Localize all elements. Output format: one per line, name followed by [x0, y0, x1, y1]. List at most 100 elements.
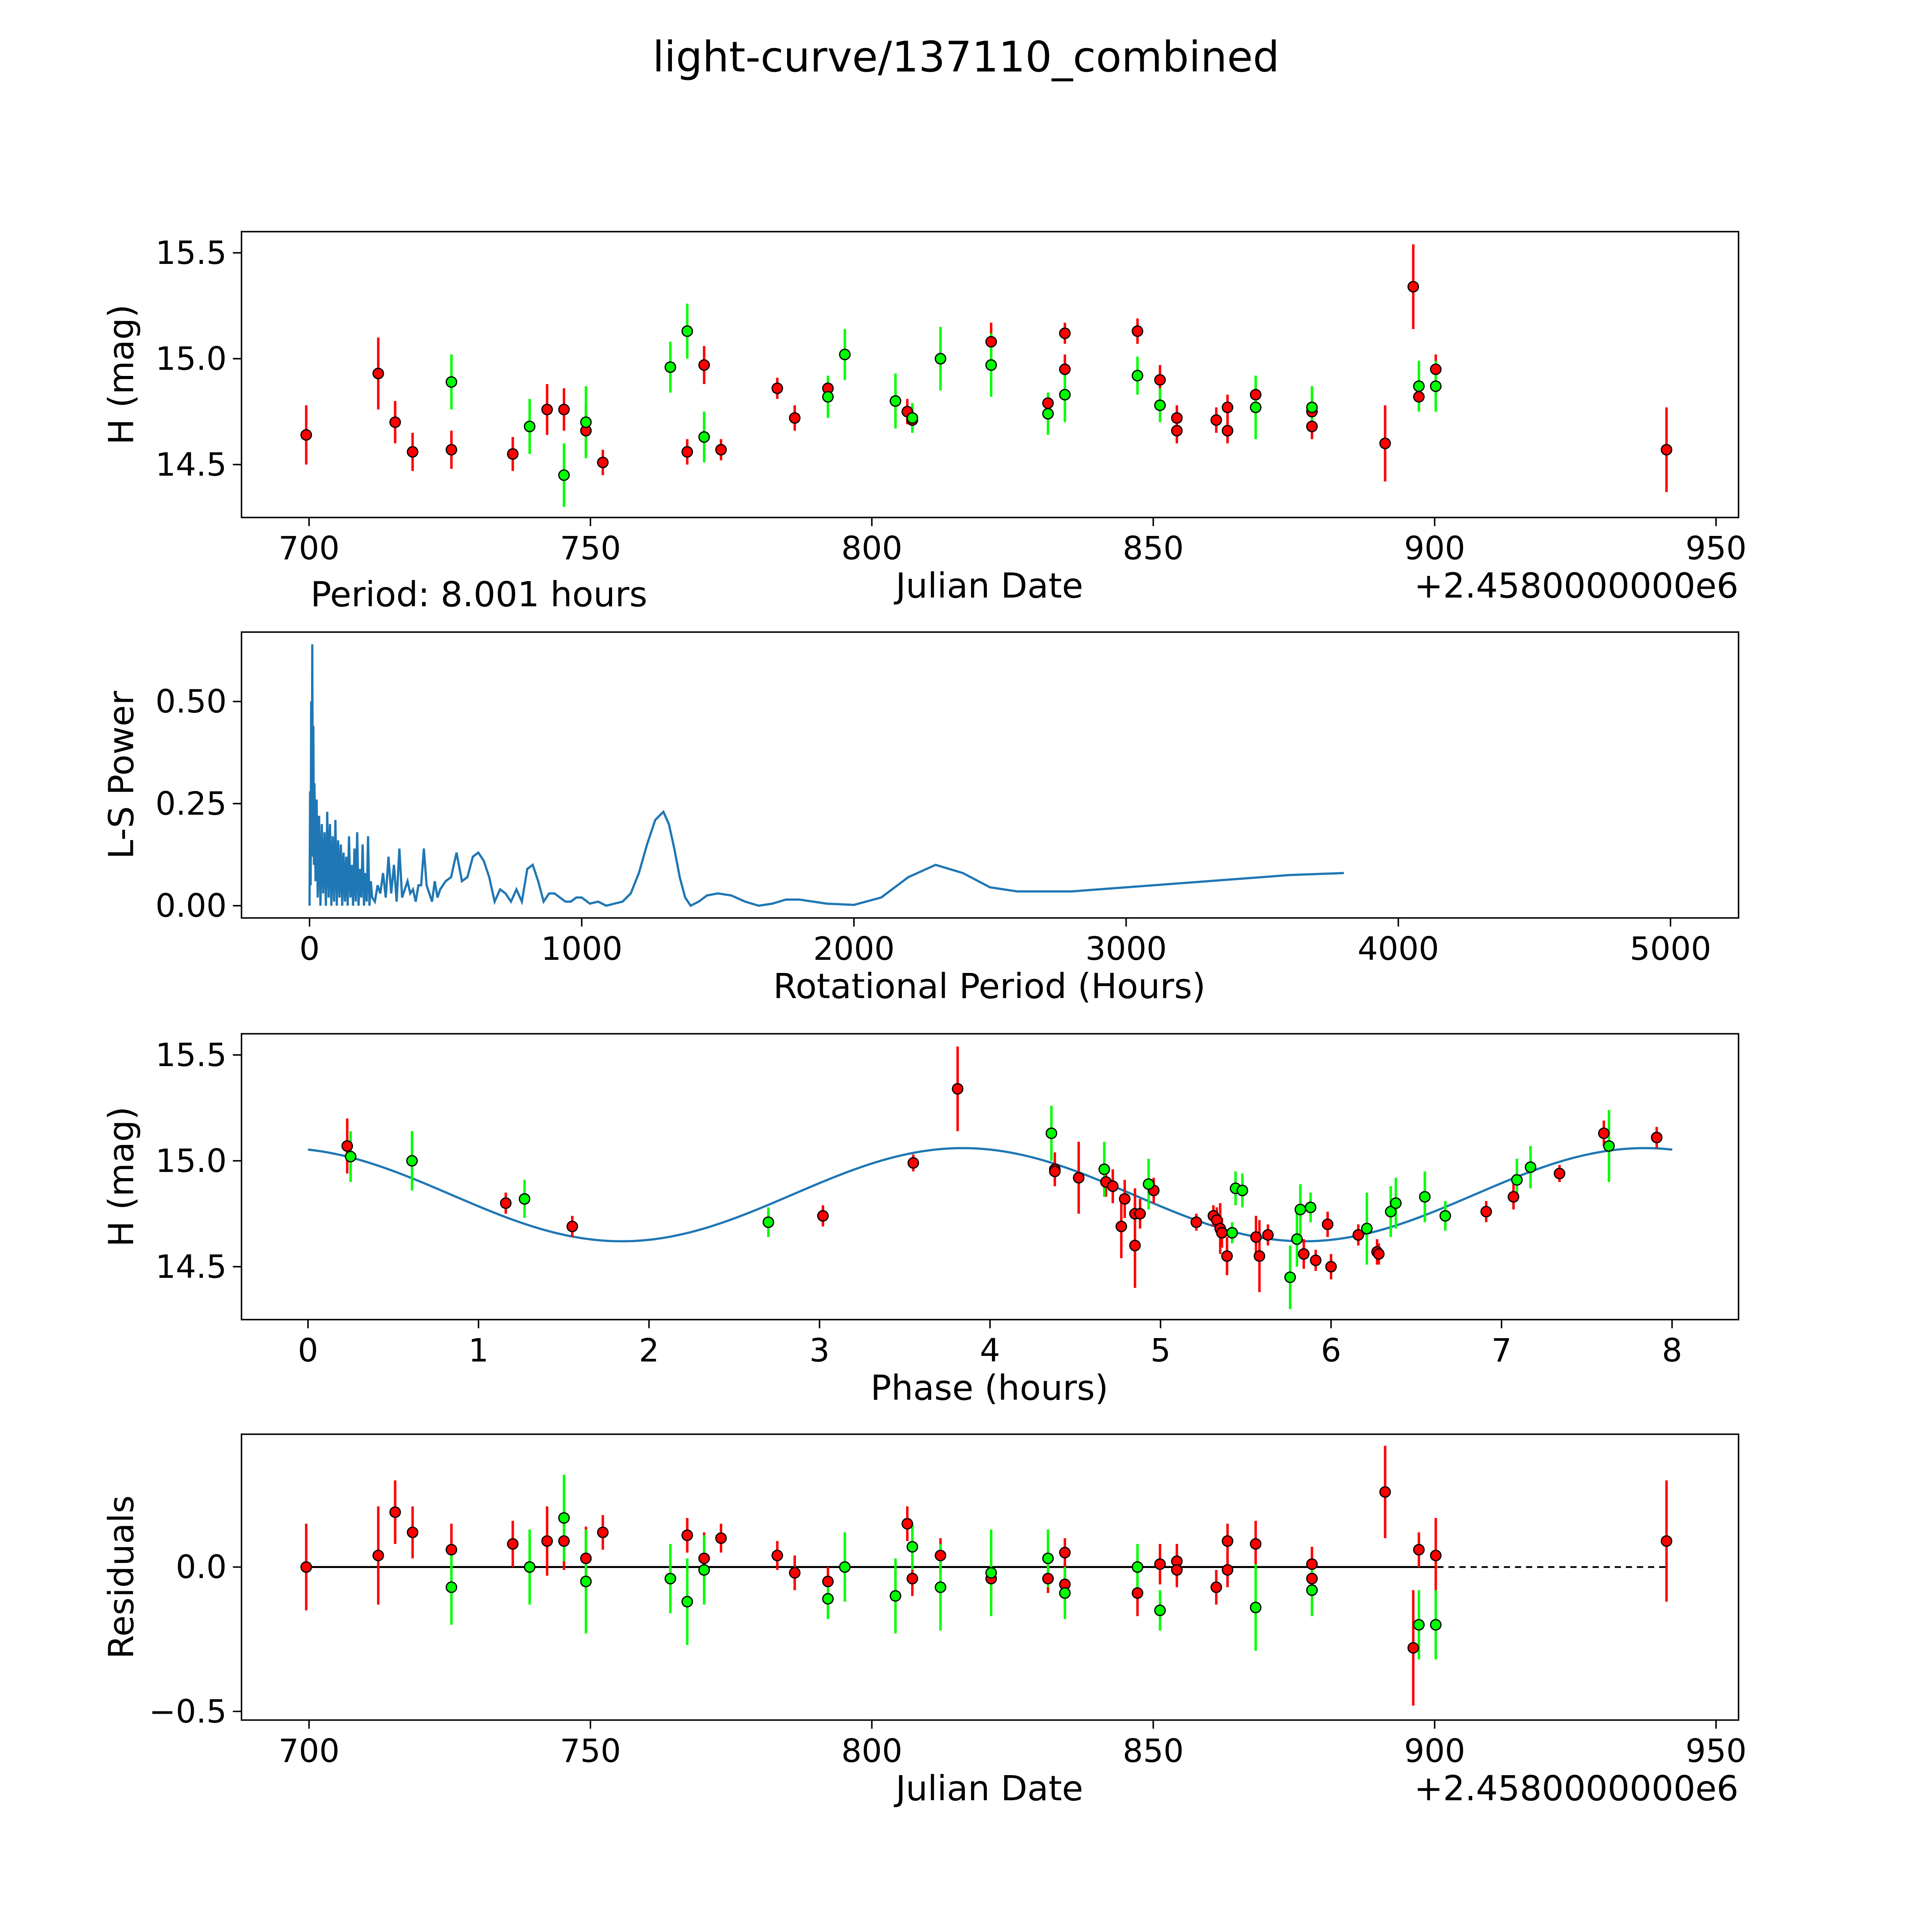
green-data-point: [1042, 1553, 1054, 1565]
red-data-point: [1221, 1535, 1233, 1547]
green-data-point: [1131, 370, 1143, 382]
red-data-point: [558, 1535, 570, 1547]
red-data-point: [985, 336, 997, 348]
y-tick-label: 15.0: [155, 340, 227, 378]
red-data-point: [1407, 1642, 1419, 1654]
red-data-point: [1221, 401, 1233, 413]
green-data-point: [1390, 1197, 1402, 1209]
x-tick-label: 5: [1150, 1332, 1171, 1369]
green-data-point: [1430, 1619, 1442, 1631]
green-data-point: [580, 416, 592, 428]
red-data-point: [1379, 1486, 1391, 1498]
lightcurve-y-ticks: 14.5 15.0 15.5: [155, 234, 242, 483]
green-data-point: [681, 325, 693, 337]
periodogram-y-ticks: 0.00 0.25 0.50: [155, 683, 242, 925]
red-data-point: [1660, 1535, 1672, 1547]
x-tick-label: 6: [1321, 1332, 1341, 1369]
green-data-point: [1042, 408, 1054, 420]
red-data-point: [1171, 425, 1183, 437]
residuals-panel: 700 750 800 850 900 950 −0.5 0.0 Julian Date +…: [101, 1433, 1747, 1809]
red-data-point: [1216, 1227, 1228, 1239]
green-data-point: [889, 1590, 901, 1602]
green-data-point: [1226, 1227, 1238, 1239]
red-data-point: [1379, 437, 1391, 449]
phased-panel: 0 1 2 3 4 5 6 7 8 14.5 15.0 15.5 Phase (hours) H (…: [101, 1033, 1740, 1408]
red-data-point: [715, 1532, 727, 1544]
red-data-point: [597, 456, 609, 468]
x-tick-label: 0: [298, 1332, 318, 1369]
red-data-point: [952, 1083, 964, 1095]
residuals-x-ticks: 700 750 800 850 900 950: [279, 1720, 1747, 1770]
y-tick-label: 0.00: [155, 887, 227, 925]
red-data-point: [1073, 1172, 1085, 1184]
green-data-point: [1385, 1206, 1397, 1218]
red-data-point: [1171, 412, 1183, 424]
red-data-point: [1660, 444, 1672, 456]
red-data-point: [1250, 1231, 1262, 1243]
phased-x-ticks: 0 1 2 3 4 5 6 7 8: [298, 1320, 1682, 1369]
y-tick-label: 0.25: [155, 785, 227, 822]
green-data-point: [1154, 1604, 1166, 1616]
red-data-point: [681, 446, 693, 458]
x-tick-label: 4000: [1357, 930, 1439, 968]
red-data-point: [1049, 1165, 1061, 1177]
red-data-point: [1480, 1206, 1492, 1218]
red-data-point: [1507, 1191, 1519, 1203]
red-data-point: [698, 1553, 710, 1565]
green-data-point: [406, 1155, 418, 1167]
periodogram-frame: [241, 631, 1740, 919]
green-data-point: [1131, 1561, 1143, 1573]
green-data-point: [1439, 1210, 1451, 1222]
red-data-point: [1373, 1248, 1385, 1260]
green-data-point: [446, 376, 457, 388]
green-data-point: [580, 1575, 592, 1587]
red-data-point: [389, 1506, 401, 1518]
periodogram-x-label: Rotational Period (Hours): [773, 966, 1206, 1007]
lightcurve-panel: 700 750 800 850 900 950 14.5 15.0 15.5 Julian D…: [101, 231, 1747, 606]
red-data-point: [1119, 1193, 1131, 1205]
red-data-point: [1059, 327, 1071, 339]
green-data-point: [906, 1541, 918, 1553]
lightcurve-offset-label: +2.4580000000e6: [1414, 566, 1739, 606]
red-data-point: [566, 1221, 578, 1233]
red-data-point: [1554, 1168, 1566, 1180]
residuals-y-label: Residuals: [101, 1495, 141, 1659]
residuals-x-label: Julian Date: [894, 1769, 1083, 1809]
red-data-point: [1430, 1549, 1442, 1561]
lightcurve-x-ticks: 700 750 800 850 900 950: [279, 517, 1747, 567]
red-data-point: [681, 1529, 693, 1541]
red-data-point: [1131, 325, 1143, 337]
red-data-point: [901, 1518, 913, 1530]
red-data-point: [1250, 1538, 1262, 1550]
red-data-point: [1407, 281, 1419, 293]
green-data-point: [1250, 1602, 1262, 1614]
x-tick-label: 7: [1492, 1332, 1512, 1369]
green-data-point: [1304, 1201, 1316, 1213]
red-data-point: [372, 1549, 384, 1561]
red-data-point: [771, 383, 783, 394]
green-data-point: [906, 412, 918, 424]
red-data-point: [1598, 1127, 1610, 1139]
red-data-point: [1250, 389, 1262, 401]
green-data-point: [681, 1596, 693, 1608]
red-data-point: [789, 412, 801, 424]
x-tick-label: 2000: [813, 930, 895, 968]
red-data-point: [1221, 1564, 1233, 1576]
x-tick-label: 800: [841, 530, 902, 567]
red-data-point: [1310, 1254, 1321, 1266]
red-data-point: [1129, 1240, 1141, 1252]
green-data-point: [519, 1193, 531, 1205]
red-data-point: [906, 1573, 918, 1585]
red-data-point: [500, 1197, 512, 1209]
red-data-point: [1325, 1261, 1337, 1273]
green-data-point: [1525, 1161, 1536, 1173]
red-data-point: [1190, 1216, 1202, 1228]
phased-y-ticks: 14.5 15.0 15.5: [155, 1036, 242, 1286]
red-data-point: [789, 1567, 801, 1579]
red-data-point: [1134, 1208, 1146, 1220]
red-data-point: [1221, 425, 1233, 437]
x-tick-label: 5000: [1630, 930, 1711, 968]
red-data-point: [1210, 1581, 1222, 1593]
